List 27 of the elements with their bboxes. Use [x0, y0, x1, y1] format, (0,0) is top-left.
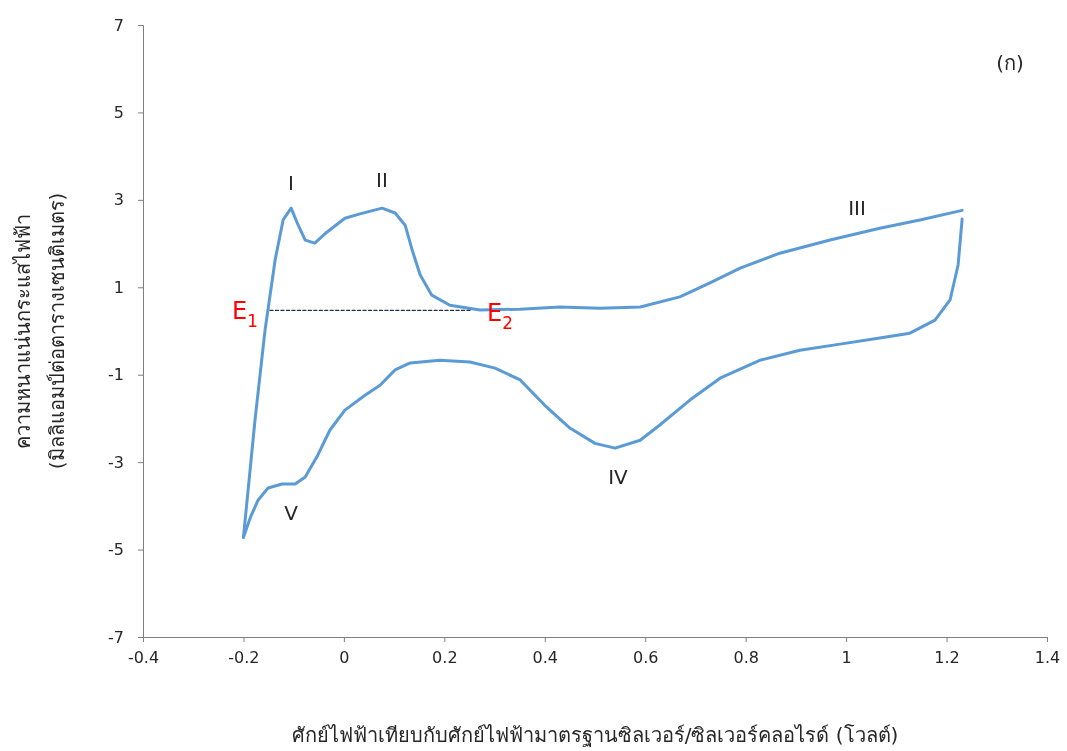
- x-tick-label: 0.6: [633, 648, 659, 668]
- x-tick-label: 1: [841, 648, 852, 668]
- x-tick-label: 0.8: [733, 648, 759, 668]
- x-tick-label: 0.2: [432, 648, 458, 668]
- y-tick-label: 3: [113, 190, 124, 210]
- y-tick-label: -7: [108, 627, 124, 647]
- annotation: V: [284, 500, 299, 525]
- annotation: I: [288, 170, 294, 195]
- x-tick-label: 0: [339, 648, 350, 668]
- y-tick-label: 1: [113, 277, 124, 297]
- y-tick-label: -1: [108, 365, 124, 385]
- annotation: E$_{1}$: [232, 297, 258, 331]
- x-tick-label: 1.4: [1034, 648, 1061, 668]
- annotation: (ก): [996, 50, 1024, 75]
- y-tick-label: 5: [113, 103, 124, 123]
- annotation: II: [376, 167, 388, 192]
- x-tick-label: 0.4: [532, 648, 558, 668]
- x-tick-label: -0.2: [228, 648, 260, 668]
- y-axis-title: ความหนาแน่นกระแสไฟฟ้า (มิลลิแอมป์ต่อตารางเซนติเมตร): [11, 192, 69, 470]
- x-tick-label: 1.2: [934, 648, 960, 668]
- y-tick-label: -5: [108, 540, 124, 560]
- y-tick-label: -3: [108, 452, 124, 472]
- annotation: III: [848, 195, 866, 220]
- annotation: IV: [608, 464, 629, 489]
- x-axis-title: ศักย์ไฟฟ้าเทียบกับศักย์ไฟฟ้ามาตรฐานซิลเวอร์/ซิลเวอร์คลอไรด์ (โวลต์): [291, 723, 899, 747]
- y-tick-label: 7: [113, 15, 124, 35]
- x-tick-label: -0.4: [127, 648, 160, 668]
